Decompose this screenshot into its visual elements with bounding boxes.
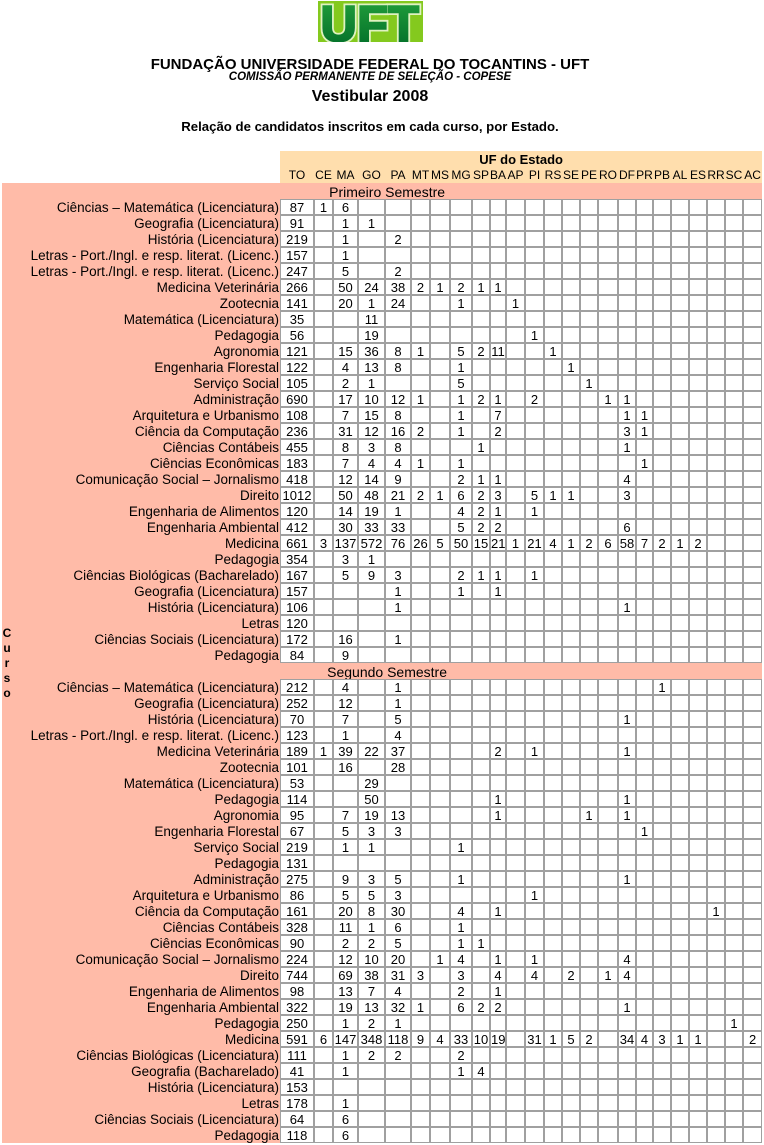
svg-text:UFT: UFT <box>321 1 420 42</box>
